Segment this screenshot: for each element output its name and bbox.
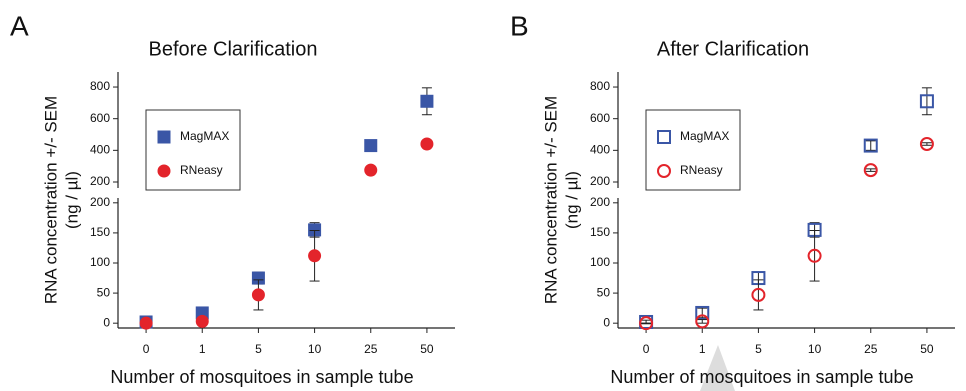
legend-box xyxy=(645,109,741,191)
y-axis-label: (ng / µl) xyxy=(562,171,581,229)
y-tick-label: 400 xyxy=(90,143,110,157)
chart-title: After Clarification xyxy=(657,38,809,60)
legend-label: MagMAX xyxy=(680,129,729,143)
y-tick-label: 200 xyxy=(590,174,610,188)
point xyxy=(251,288,265,302)
point xyxy=(195,314,209,328)
y-tick-label: 50 xyxy=(597,285,611,299)
x-tick-label: 1 xyxy=(699,342,706,356)
x-tick-label: 10 xyxy=(808,342,822,356)
y-tick-label: 100 xyxy=(590,255,610,269)
point xyxy=(139,316,153,330)
y-tick-label: 600 xyxy=(90,111,110,125)
y-tick-label: 800 xyxy=(590,79,610,93)
y-tick-label: 50 xyxy=(97,285,111,299)
legend-marker xyxy=(657,164,671,178)
x-axis-label: Number of mosquitoes in sample tube xyxy=(110,367,413,387)
x-tick-label: 50 xyxy=(420,342,434,356)
x-tick-label: 50 xyxy=(920,342,934,356)
legend-marker xyxy=(157,130,171,144)
legend-marker xyxy=(157,164,171,178)
legend-marker xyxy=(657,130,671,144)
x-tick-label: 1 xyxy=(199,342,206,356)
y-tick-label: 150 xyxy=(90,225,110,239)
y-tick-label: 0 xyxy=(103,315,110,329)
legend-label: RNeasy xyxy=(180,163,223,177)
y-tick-label: 100 xyxy=(90,255,110,269)
point xyxy=(639,316,654,331)
x-tick-label: 0 xyxy=(643,342,650,356)
point xyxy=(420,137,434,151)
y-tick-label: 200 xyxy=(590,195,610,209)
point xyxy=(695,305,710,320)
y-tick-label: 200 xyxy=(90,195,110,209)
y-tick-label: 200 xyxy=(90,174,110,188)
y-tick-label: 400 xyxy=(590,143,610,157)
panel-label: A xyxy=(10,10,29,41)
chart-title: Before Clarification xyxy=(149,38,318,60)
y-tick-label: 800 xyxy=(90,79,110,93)
point xyxy=(863,163,878,178)
y-tick-label: 150 xyxy=(590,225,610,239)
legend-box xyxy=(145,109,241,191)
x-tick-label: 25 xyxy=(364,342,378,356)
x-axis-label: Number of mosquitoes in sample tube xyxy=(610,367,913,387)
y-tick-label: 600 xyxy=(590,111,610,125)
point xyxy=(420,94,434,108)
y-tick-label: 0 xyxy=(603,315,610,329)
point xyxy=(308,249,322,263)
point xyxy=(919,94,934,109)
point xyxy=(695,314,710,329)
x-tick-label: 5 xyxy=(755,342,762,356)
x-tick-label: 5 xyxy=(255,342,262,356)
y-axis-label: RNA concentration +/- SEM xyxy=(541,96,560,304)
point xyxy=(807,248,822,263)
y-axis-label: RNA concentration +/- SEM xyxy=(41,96,60,304)
x-tick-label: 10 xyxy=(308,342,322,356)
x-tick-label: 25 xyxy=(864,342,878,356)
legend-label: MagMAX xyxy=(180,129,229,143)
point xyxy=(919,137,934,152)
x-tick-label: 0 xyxy=(143,342,150,356)
panel-label: B xyxy=(510,10,529,41)
point xyxy=(364,139,378,153)
y-axis-label: (ng / µl) xyxy=(62,171,81,229)
point xyxy=(364,163,378,177)
cursor-artifact xyxy=(700,345,735,391)
point xyxy=(751,287,766,302)
point xyxy=(863,138,878,153)
legend-label: RNeasy xyxy=(680,163,723,177)
